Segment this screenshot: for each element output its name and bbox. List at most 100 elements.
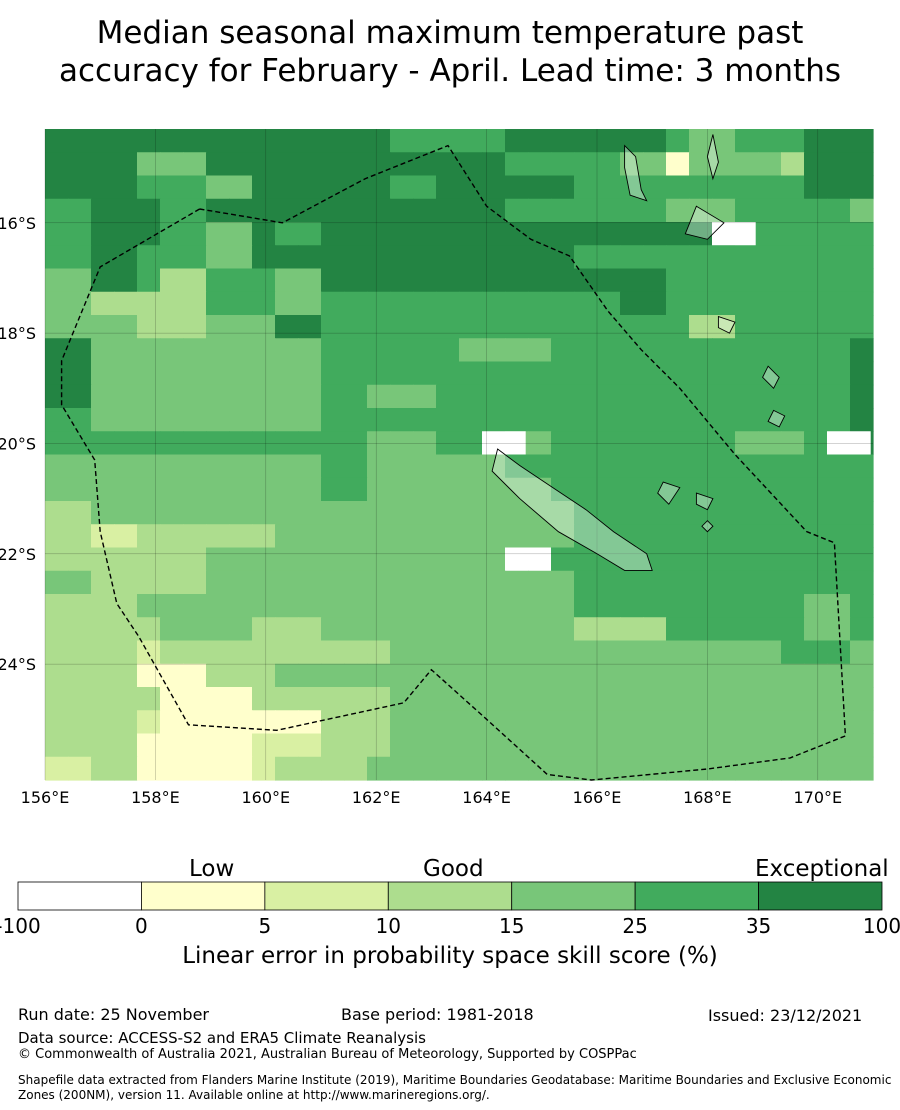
- grid-cell: [160, 594, 184, 618]
- grid-cell: [229, 245, 253, 270]
- grid-cell: [804, 524, 828, 549]
- grid-cell: [850, 291, 874, 316]
- grid-cell: [689, 687, 713, 711]
- grid-cell: [482, 640, 506, 665]
- grid-cell: [804, 733, 828, 758]
- grid-cell: [666, 617, 690, 642]
- grid-cell: [68, 152, 92, 177]
- grid-cell: [321, 291, 345, 316]
- grid-cell: [597, 594, 621, 618]
- grid-cell: [482, 547, 506, 572]
- grid-cell: [206, 547, 230, 572]
- grid-cell: [574, 617, 598, 642]
- grid-cell: [160, 733, 184, 758]
- colorbar-tick-label: 100: [862, 914, 900, 938]
- grid-cell: [459, 477, 483, 502]
- grid-cell: [712, 756, 736, 781]
- grid-cell: [436, 547, 460, 572]
- grid-cell: [229, 547, 253, 572]
- grid-cell: [735, 338, 759, 363]
- grid-cell: [712, 384, 736, 409]
- grid-cell: [620, 222, 644, 246]
- grid-cell: [574, 431, 598, 456]
- grid-cell: [781, 361, 805, 386]
- grid-cell: [252, 617, 276, 642]
- grid-cell: [505, 408, 529, 432]
- grid-cell: [45, 687, 69, 711]
- grid-cell: [505, 477, 529, 502]
- grid-cell: [689, 431, 713, 456]
- lon-tick-label: 162°E: [352, 788, 401, 807]
- grid-cell: [528, 245, 552, 270]
- grid-cell: [505, 594, 529, 618]
- grid-cell: [827, 129, 851, 153]
- grid-cell: [574, 315, 598, 339]
- grid-cell: [252, 570, 276, 595]
- grid-cell: [735, 361, 759, 386]
- grid-cell: [160, 617, 184, 642]
- grid-cell: [183, 663, 207, 688]
- grid-cell: [91, 756, 115, 781]
- grid-cell: [298, 570, 322, 595]
- grid-cell: [850, 663, 874, 688]
- grid-cell: [367, 338, 391, 363]
- grid-cell: [574, 222, 598, 246]
- grid-cell: [321, 687, 345, 711]
- grid-cell: [850, 733, 874, 758]
- grid-cell: [160, 570, 184, 595]
- grid-cell: [298, 245, 322, 270]
- grid-cell: [114, 222, 138, 246]
- grid-cell: [137, 152, 161, 177]
- grid-cell: [275, 501, 299, 525]
- grid-cell: [551, 175, 575, 200]
- grid-cell: [321, 477, 345, 502]
- grid-cell: [183, 594, 207, 618]
- grid-cell: [183, 291, 207, 316]
- grid-cell: [413, 268, 437, 293]
- grid-cell: [689, 222, 713, 246]
- grid-cell: [620, 733, 644, 758]
- grid-cell: [551, 361, 575, 386]
- grid-cell: [298, 756, 322, 781]
- grid-cell: [367, 268, 391, 293]
- grid-cell: [252, 756, 276, 781]
- title-line-2: accuracy for February - April. Lead time…: [58, 53, 842, 89]
- grid-cell: [413, 291, 437, 316]
- grid-cell: [574, 663, 598, 688]
- grid-cell: [321, 756, 345, 781]
- island-outline: [684, 205, 725, 240]
- grid-cell: [344, 756, 368, 781]
- grid-cell: [574, 384, 598, 409]
- grid-cell: [804, 315, 828, 339]
- grid-cell: [367, 431, 391, 456]
- grid-cell: [850, 477, 874, 502]
- grid-cell: [252, 198, 276, 223]
- grid-cell: [666, 175, 690, 200]
- grid-cell: [689, 663, 713, 688]
- grid-cell: [574, 570, 598, 595]
- grid-cell: [459, 594, 483, 618]
- grid-cell: [758, 640, 782, 665]
- grid-cell: [620, 338, 644, 363]
- grid-cell: [45, 710, 69, 735]
- grid-cell: [91, 687, 115, 711]
- grid-cell: [505, 245, 529, 270]
- grid-cell: [620, 454, 644, 479]
- grid-cell: [160, 175, 184, 200]
- grid-cell: [45, 338, 69, 363]
- grid-cell: [666, 315, 690, 339]
- grid-cell: [91, 733, 115, 758]
- grid-cell: [528, 222, 552, 246]
- grid-cell: [758, 547, 782, 572]
- grid-cell: [68, 524, 92, 549]
- grid-cell: [344, 129, 368, 153]
- colorbar-category-low: Low: [189, 856, 235, 882]
- grid-cell: [850, 361, 874, 386]
- grid-cell: [482, 570, 506, 595]
- colorbar-tick-label: 10: [375, 914, 402, 938]
- grid-cell: [781, 129, 805, 153]
- grid-cell: [298, 640, 322, 665]
- grid-cell: [505, 175, 529, 200]
- colorbar-tick-label: 5: [258, 914, 272, 938]
- grid-cell: [459, 129, 483, 153]
